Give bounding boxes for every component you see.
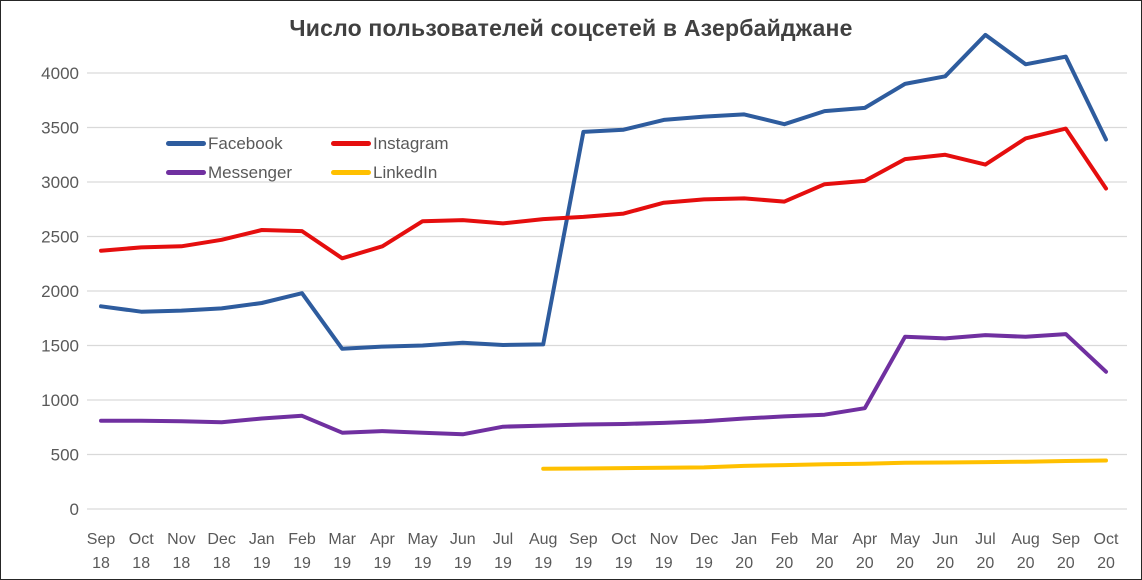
series-line-facebook: [99, 32, 1108, 351]
x-tick-label-month: Mar: [328, 531, 356, 548]
x-tick-label-year: 19: [575, 555, 593, 572]
x-tick-label-year: 19: [414, 555, 432, 572]
legend-swatch-linkedin: [331, 170, 371, 175]
x-tick-label-month: May: [407, 531, 437, 548]
y-tick-label: 3000: [41, 173, 79, 192]
x-tick-label-month: Feb: [771, 531, 799, 548]
x-tick-label-year: 18: [132, 555, 150, 572]
x-tick-label-year: 20: [936, 555, 954, 572]
x-tick-label-year: 18: [92, 555, 110, 572]
legend-swatch-facebook: [166, 141, 206, 146]
x-tick-label-month: Jun: [932, 531, 958, 548]
x-tick-label-month: Sep: [87, 531, 116, 548]
y-tick-label: 0: [70, 500, 79, 519]
x-tick-label-month: Jan: [249, 531, 275, 548]
x-tick-label-year: 19: [695, 555, 713, 572]
x-tick-label-year: 18: [213, 555, 231, 572]
y-tick-label: 500: [51, 446, 79, 465]
x-tick-label-year: 19: [333, 555, 351, 572]
x-tick-label-month: Oct: [611, 531, 636, 548]
x-tick-label-month: Oct: [1094, 531, 1119, 548]
x-tick-label-month: Jul: [493, 531, 513, 548]
x-tick-label-year: 20: [977, 555, 995, 572]
x-tick-label-month: Nov: [167, 531, 195, 548]
legend: Facebook Instagram Messenger LinkedIn: [166, 129, 496, 187]
y-tick-label: 1500: [41, 337, 79, 356]
legend-label: LinkedIn: [373, 162, 438, 182]
series-line-instagram: [99, 126, 1108, 261]
x-tick-label-year: 19: [374, 555, 392, 572]
legend-swatch-messenger: [166, 170, 206, 175]
legend-item-linkedin: LinkedIn: [331, 163, 496, 183]
x-tick-label-year: 20: [1097, 555, 1115, 572]
legend-label: Instagram: [373, 133, 449, 153]
x-tick-label-month: Nov: [650, 531, 678, 548]
x-tick-label-month: Dec: [690, 531, 718, 548]
x-tick-label-year: 20: [735, 555, 753, 572]
x-tick-label-year: 19: [293, 555, 311, 572]
x-tick-label-month: Jun: [450, 531, 476, 548]
x-tick-label-month: Apr: [852, 531, 878, 548]
y-tick-label: 4000: [41, 64, 79, 83]
x-tick-label-year: 19: [454, 555, 472, 572]
x-tick-label-year: 20: [1017, 555, 1035, 572]
legend-label: Messenger: [208, 162, 293, 182]
x-tick-label-month: Mar: [811, 531, 839, 548]
x-tick-label-month: Dec: [207, 531, 235, 548]
x-tick-label-year: 20: [776, 555, 794, 572]
y-tick-label: 3500: [41, 119, 79, 138]
x-tick-label-year: 19: [253, 555, 271, 572]
x-tick-label-year: 20: [1057, 555, 1075, 572]
x-tick-label-month: Apr: [370, 531, 396, 548]
series-line-linkedin: [541, 458, 1108, 471]
x-tick-label-year: 20: [816, 555, 834, 572]
x-tick-label-year: 19: [615, 555, 633, 572]
x-tick-label-month: Sep: [569, 531, 598, 548]
x-tick-label-month: Feb: [288, 531, 316, 548]
x-tick-label-year: 20: [896, 555, 914, 572]
x-tick-label-year: 19: [655, 555, 673, 572]
chart-title: Число пользователей соцсетей в Азербайдж…: [289, 15, 853, 41]
x-tick-label-month: Sep: [1052, 531, 1081, 548]
y-tick-label: 2000: [41, 282, 79, 301]
series-line-messenger: [99, 332, 1108, 437]
legend-label: Facebook: [208, 133, 283, 153]
x-tick-label-month: Aug: [529, 531, 557, 548]
x-tick-label-year: 20: [856, 555, 874, 572]
x-tick-label-month: Aug: [1011, 531, 1039, 548]
y-tick-label: 1000: [41, 391, 79, 410]
legend-item-instagram: Instagram: [331, 134, 496, 154]
legend-item-facebook: Facebook: [166, 134, 331, 154]
x-tick-label-month: Jul: [975, 531, 995, 548]
legend-item-messenger: Messenger: [166, 163, 331, 183]
x-tick-label-month: May: [890, 531, 920, 548]
x-tick-label-month: Oct: [129, 531, 154, 548]
y-tick-label: 2500: [41, 228, 79, 247]
x-tick-label-year: 19: [494, 555, 512, 572]
x-tick-label-month: Jan: [731, 531, 757, 548]
legend-swatch-instagram: [331, 141, 371, 146]
x-tick-label-year: 19: [534, 555, 552, 572]
x-tick-label-year: 18: [173, 555, 191, 572]
